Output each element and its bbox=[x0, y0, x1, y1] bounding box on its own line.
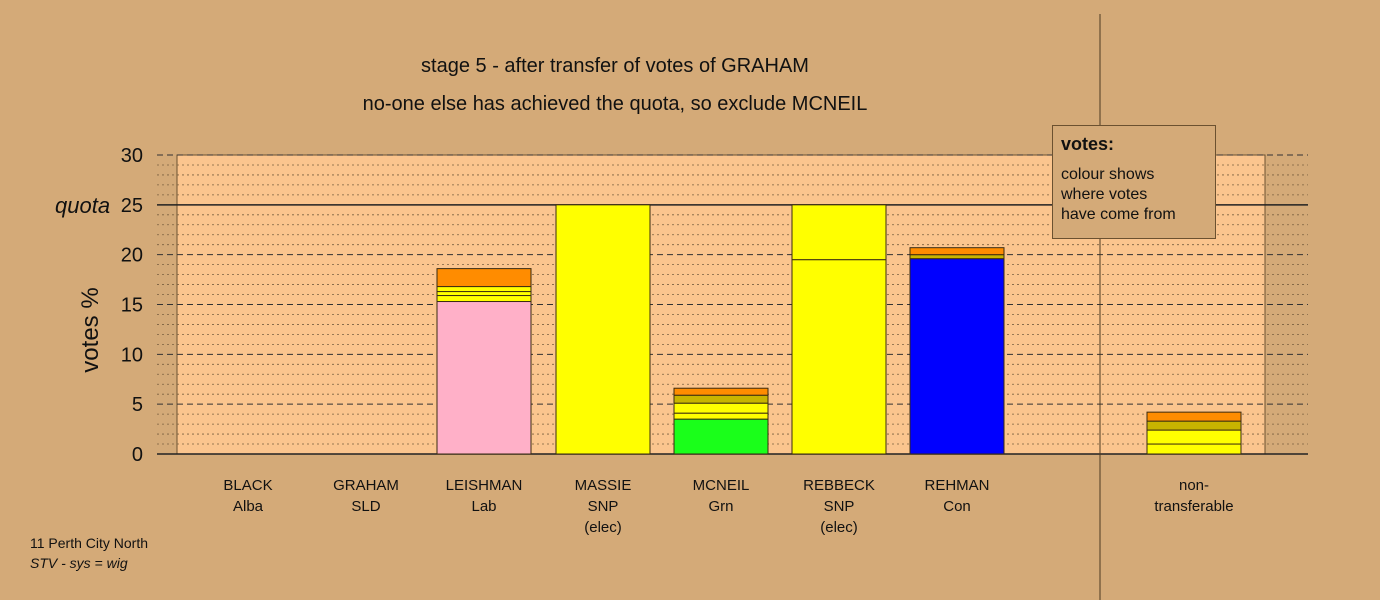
y-tick-label: 25 bbox=[121, 195, 143, 217]
y-tick-label: 20 bbox=[121, 245, 143, 267]
category-label: Grn bbox=[708, 498, 733, 515]
y-tick-label: 0 bbox=[132, 444, 143, 466]
bar-segment bbox=[909, 247, 1005, 256]
legend-line: have come from bbox=[1061, 206, 1176, 223]
category-label: MASSIE bbox=[575, 477, 632, 494]
bar-segment bbox=[673, 418, 769, 455]
bars bbox=[436, 204, 1242, 455]
category-label: transferable bbox=[1154, 498, 1233, 515]
category-label: SLD bbox=[351, 498, 380, 515]
bar-segment bbox=[436, 301, 532, 455]
bar-segment bbox=[673, 387, 769, 396]
bar-segment bbox=[673, 412, 769, 420]
bar-segment bbox=[673, 402, 769, 414]
category-label: (elec) bbox=[584, 519, 622, 536]
bar-segment bbox=[436, 291, 532, 297]
chart-title: stage 5 - after transfer of votes of GRA… bbox=[421, 55, 809, 77]
category-label: MCNEIL bbox=[693, 477, 750, 494]
legend-line: colour shows bbox=[1061, 166, 1155, 183]
category-label: SNP bbox=[824, 498, 855, 515]
gridlines bbox=[157, 154, 1308, 455]
category-label: SNP bbox=[588, 498, 619, 515]
category-label: (elec) bbox=[820, 519, 858, 536]
y-tick-label: 30 bbox=[121, 145, 143, 167]
y-tick-label: 15 bbox=[121, 295, 143, 317]
category-label: REBBECK bbox=[803, 477, 875, 494]
bar-segment bbox=[909, 258, 1005, 455]
category-label: REHMAN bbox=[924, 477, 989, 494]
legend: votes: colour shows where votes have com… bbox=[1052, 125, 1216, 239]
bar-segment bbox=[436, 286, 532, 293]
bar-segment bbox=[436, 295, 532, 303]
category-label: non- bbox=[1179, 477, 1209, 494]
bar-segment bbox=[909, 254, 1005, 260]
bar-segment bbox=[555, 204, 651, 455]
bar-segment bbox=[436, 268, 532, 288]
bar-segment bbox=[791, 259, 887, 455]
y-tick-label: 10 bbox=[121, 344, 143, 366]
category-labels: BLACK Alba GRAHAM SLD LEISHMAN Lab MASSIE SNP (e… bbox=[223, 477, 1233, 536]
legend-title: votes: bbox=[1061, 134, 1115, 154]
quota-label: quota bbox=[55, 193, 110, 218]
bar-segment bbox=[1146, 411, 1242, 422]
legend-body: colour shows where votes have come from bbox=[1061, 165, 1215, 225]
bar-segment bbox=[791, 204, 887, 261]
category-label: GRAHAM bbox=[333, 477, 399, 494]
y-tick-label: 5 bbox=[132, 394, 143, 416]
footer-ward: 11 Perth City North bbox=[30, 535, 149, 551]
category-label: Con bbox=[943, 498, 971, 515]
bar-segment bbox=[1146, 420, 1242, 431]
chart-subtitle: no-one else has achieved the quota, so e… bbox=[363, 93, 868, 115]
y-axis-label: votes % bbox=[77, 287, 104, 372]
bar-segment bbox=[673, 394, 769, 404]
bar-segment bbox=[1146, 429, 1242, 445]
bar-segment bbox=[1146, 443, 1242, 455]
legend-line: where votes bbox=[1061, 186, 1148, 203]
category-label: LEISHMAN bbox=[446, 477, 523, 494]
y-axis-ticks: 0 5 10 15 20 25 30 bbox=[121, 145, 143, 466]
footer-system: STV - sys = wig bbox=[30, 555, 128, 571]
category-label: BLACK bbox=[223, 477, 272, 494]
category-label: Lab bbox=[471, 498, 496, 515]
category-label: Alba bbox=[233, 498, 264, 515]
